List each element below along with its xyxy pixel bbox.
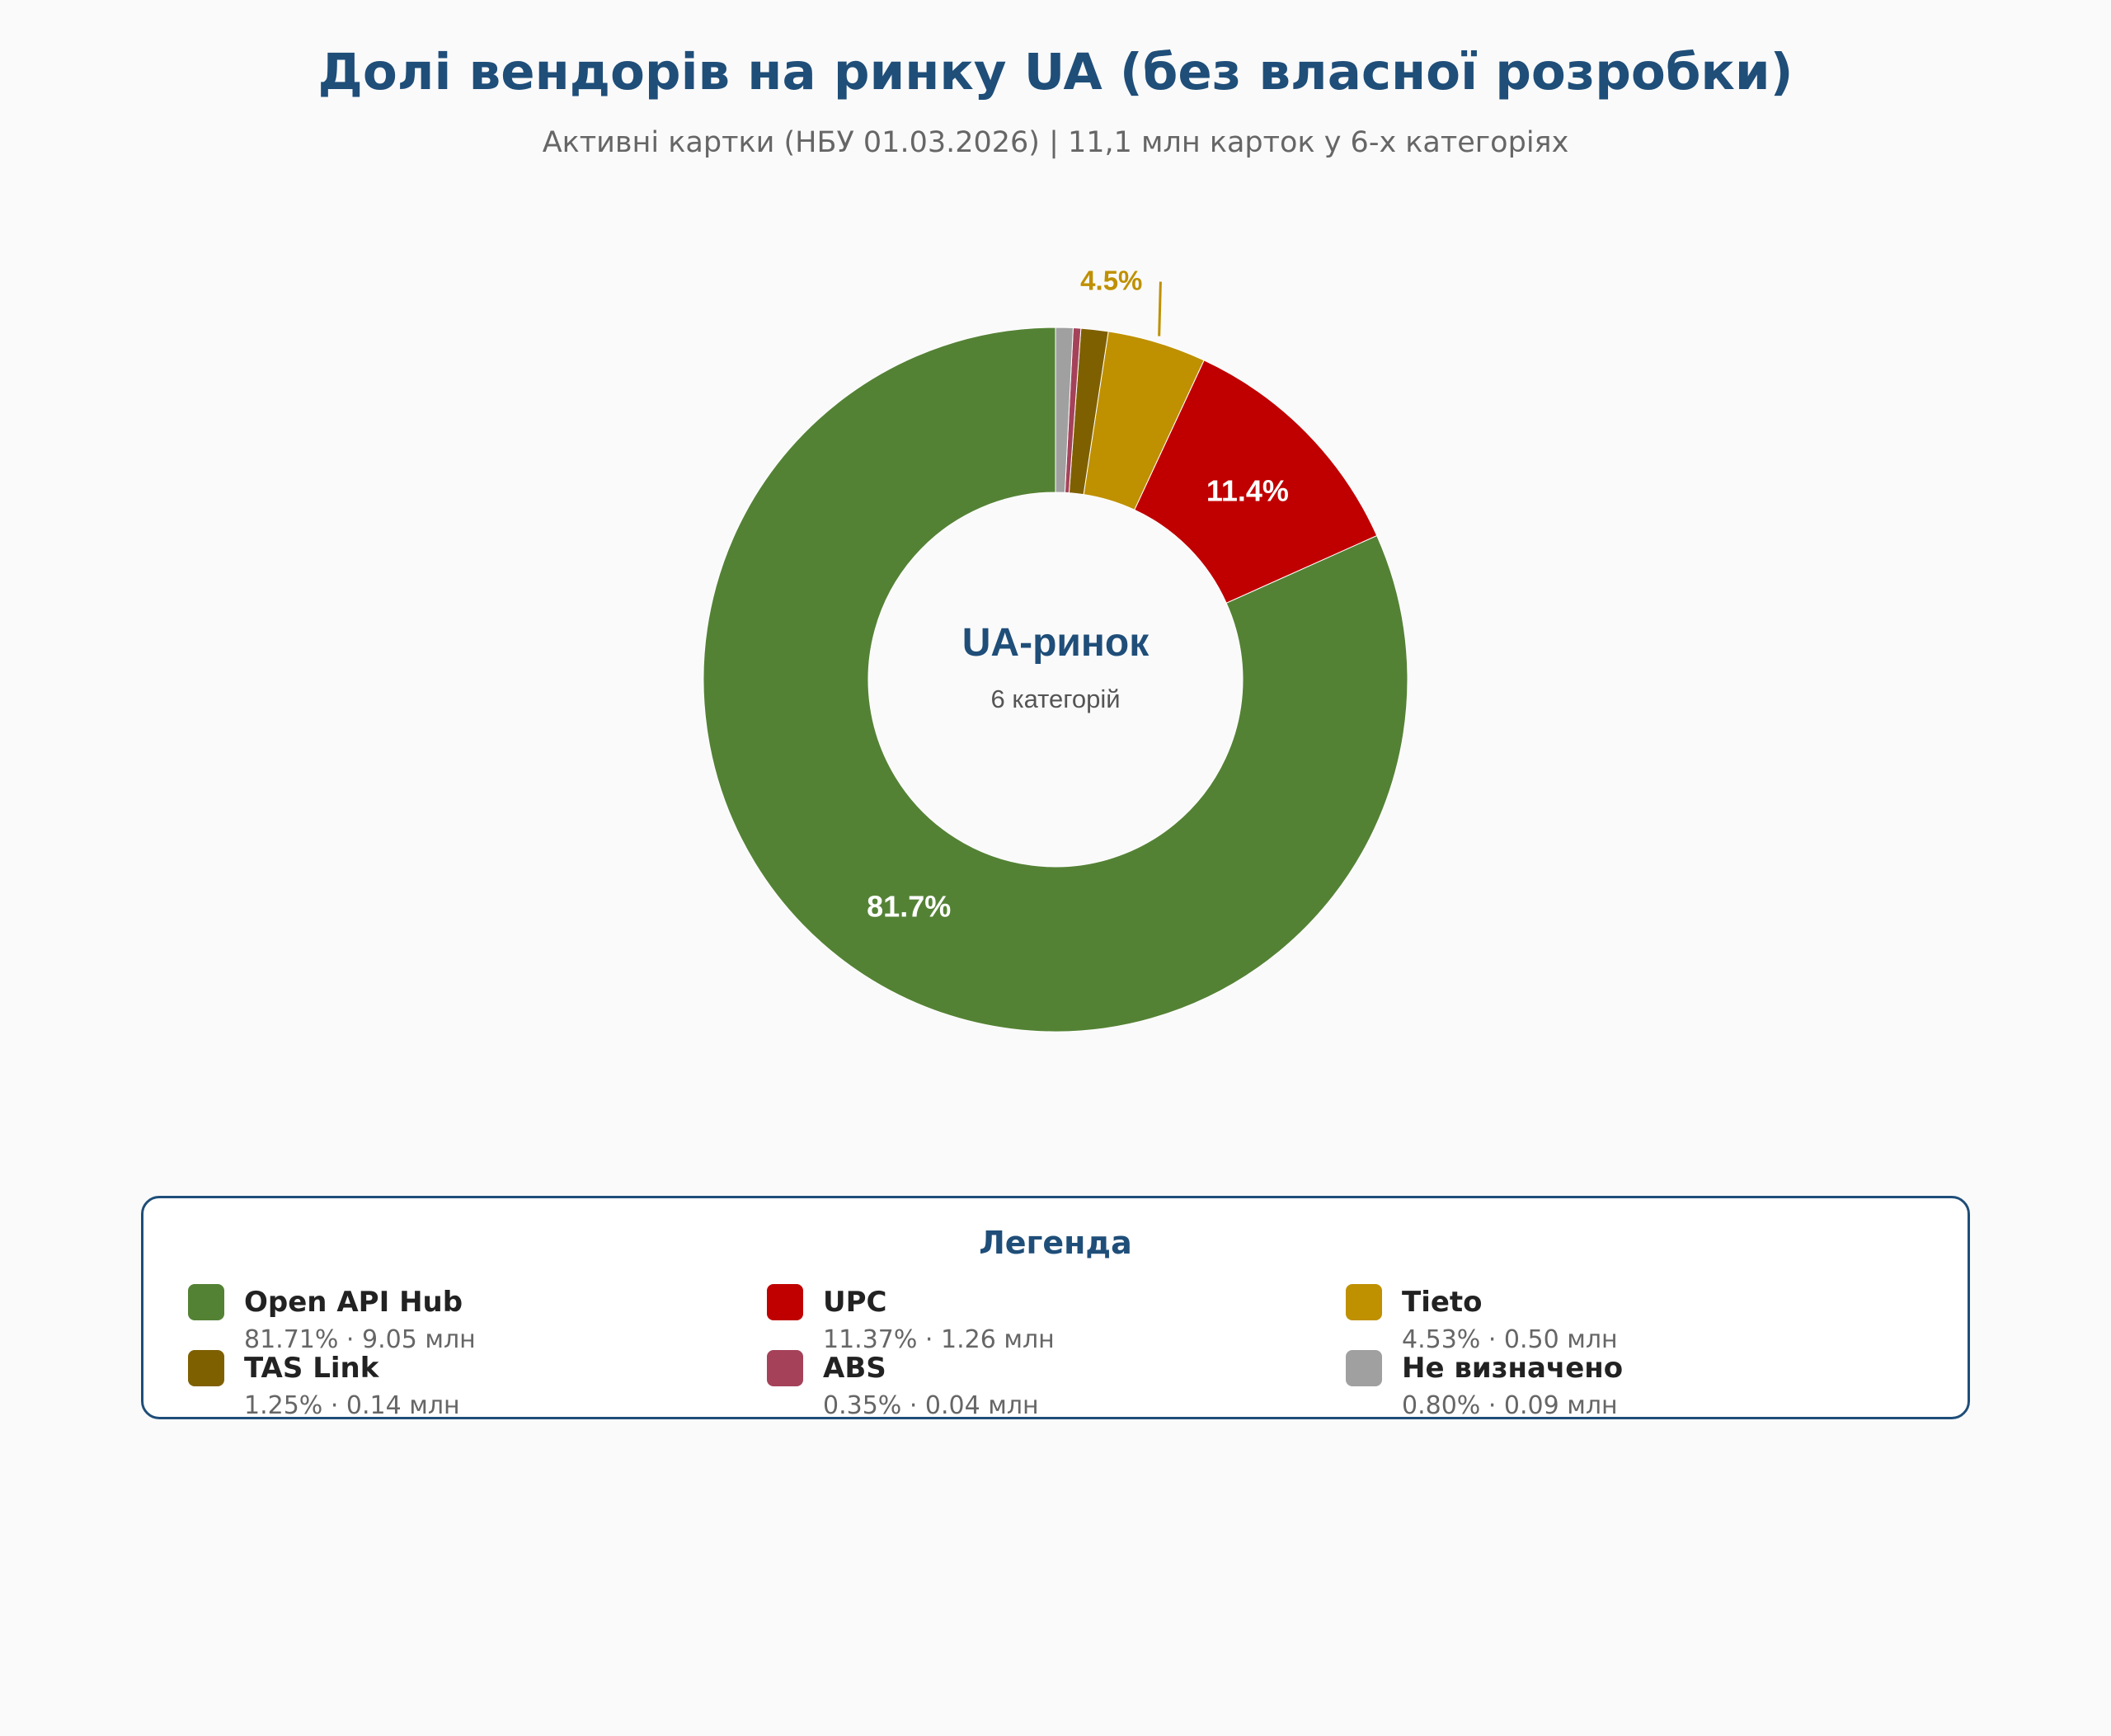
legend-swatch (1346, 1284, 1382, 1320)
legend-name: UPC (823, 1286, 887, 1319)
slice-label-open-api-hub: 81.7% (867, 889, 951, 923)
leader-line-tieto (1158, 281, 1162, 336)
legend-value: 4.53% · 0.50 млн (1402, 1325, 1618, 1354)
slice-slice-5 (1055, 327, 1074, 493)
legend-value: 11.37% · 1.26 млн (823, 1325, 1055, 1354)
legend-name: Open API Hub (244, 1286, 463, 1319)
center-title: UA-ринок (962, 621, 1150, 665)
legend-title: Легенда (979, 1225, 1132, 1261)
slice-tas-link (1068, 327, 1109, 496)
legend-value: 0.35% · 0.04 млн (823, 1391, 1039, 1420)
donut-slices (703, 327, 1408, 1033)
legend-swatch (767, 1284, 803, 1320)
legend-item-slice-5: Не визначено 0.80% · 0.09 млн (1346, 1350, 1874, 1420)
legend-value: 81.71% · 9.05 млн (244, 1325, 476, 1354)
legend-item-tieto: Tieto 4.53% · 0.50 млн (1346, 1284, 1874, 1354)
legend-name: ABS (823, 1352, 886, 1385)
legend-swatch (767, 1350, 803, 1386)
legend: Легенда Open API Hub 81.71% · 9.05 млн UPC… (141, 1196, 1970, 1420)
legend-swatch (188, 1350, 224, 1386)
slice-upc (1134, 360, 1378, 604)
chart-title: Долі вендорів на ринку UA (без власної р… (317, 43, 1794, 101)
slice-labels: 81.7% 11.4% 4.5% (867, 266, 1289, 924)
slice-tieto (1083, 331, 1205, 510)
legend-swatch (1346, 1350, 1382, 1386)
center-subtitle: 6 категорій (990, 685, 1120, 713)
legend-value: 0.80% · 0.09 млн (1402, 1391, 1618, 1420)
legend-value: 1.25% · 0.14 млн (244, 1391, 460, 1420)
slice-label-upc: 11.4% (1206, 473, 1289, 507)
slice-open-api-hub (703, 327, 1408, 1033)
legend-item-open-api-hub: Open API Hub 81.71% · 9.05 млн (188, 1284, 716, 1354)
donut-chart: 81.7% 11.4% 4.5% UA-ринок 6 категорій (703, 266, 1408, 1033)
legend-item-abs: ABS 0.35% · 0.04 млн (767, 1350, 1295, 1420)
legend-swatch (188, 1284, 224, 1320)
legend-name: Не визначено (1402, 1352, 1624, 1385)
chart-subtitle: Активні картки (НБУ 01.03.2026) | 11,1 м… (542, 126, 1569, 159)
legend-name: TAS Link (244, 1352, 379, 1385)
legend-item-upc: UPC 11.37% · 1.26 млн (767, 1284, 1295, 1354)
legend-item-tas-link: TAS Link 1.25% · 0.14 млн (188, 1350, 716, 1420)
legend-name: Tieto (1402, 1286, 1483, 1319)
slice-label-tieto: 4.5% (1080, 266, 1142, 296)
